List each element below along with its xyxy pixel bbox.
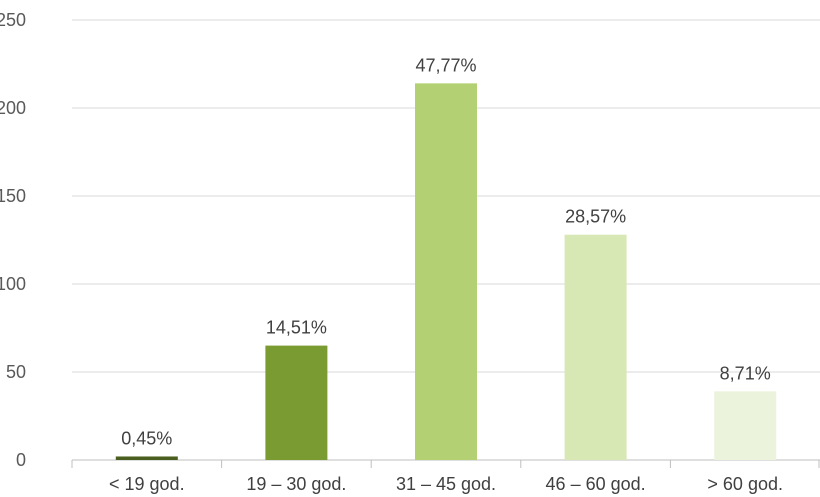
- x-tick-label: 31 – 45 god.: [396, 474, 496, 494]
- bar: [265, 345, 328, 460]
- x-tick-label: < 19 god.: [109, 474, 185, 494]
- bar: [415, 83, 477, 461]
- data-label: 28,57%: [565, 207, 626, 227]
- y-tick-label: 0: [16, 450, 26, 470]
- data-label: 0,45%: [121, 428, 172, 448]
- data-label: 47,77%: [415, 55, 476, 75]
- x-axis-ticks: < 19 god. 19 – 30 god. 31 – 45 god. 46 – 60…: [109, 474, 783, 494]
- y-tick-label: 150: [0, 186, 26, 206]
- data-label: 8,71%: [720, 363, 771, 383]
- y-tick-label: 50: [6, 362, 26, 382]
- y-axis-ticks: 0 50 100 150 200 250: [0, 10, 26, 470]
- bar: [115, 456, 178, 460]
- bar: [714, 391, 777, 460]
- y-tick-label: 200: [0, 98, 26, 118]
- y-tick-label: 250: [0, 10, 26, 30]
- bars: [115, 83, 777, 461]
- x-tick-label: 46 – 60 god.: [546, 474, 646, 494]
- data-labels: 0,45% 14,51% 47,77% 28,57% 8,71%: [121, 55, 770, 448]
- x-tick-label: 19 – 30 god.: [246, 474, 346, 494]
- x-tick-label: > 60 god.: [707, 474, 783, 494]
- y-tick-label: 100: [0, 274, 26, 294]
- bar: [564, 234, 627, 460]
- data-label: 14,51%: [266, 318, 327, 338]
